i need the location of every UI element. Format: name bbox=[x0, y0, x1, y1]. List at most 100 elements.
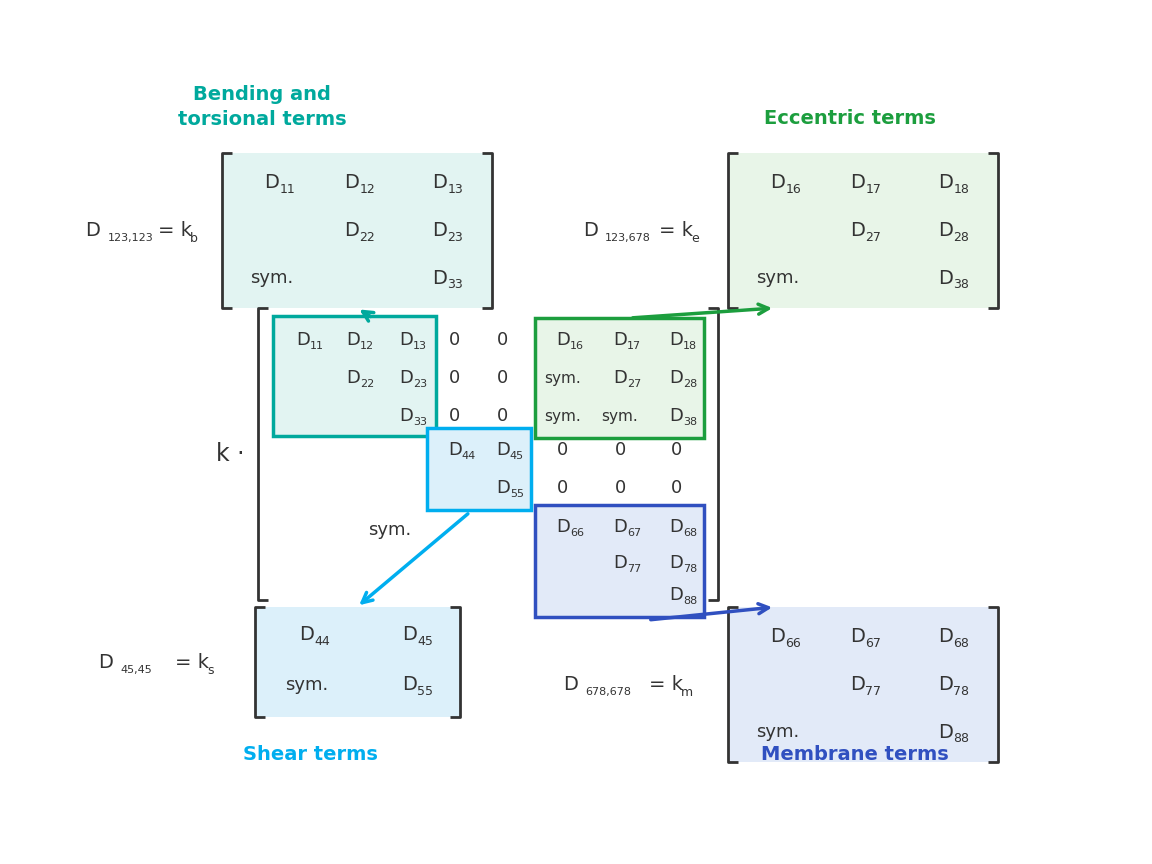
Text: 45,45: 45,45 bbox=[120, 665, 152, 675]
Text: 0: 0 bbox=[498, 331, 509, 349]
Text: D: D bbox=[346, 369, 359, 387]
Text: 16: 16 bbox=[570, 341, 584, 351]
Text: 77: 77 bbox=[865, 685, 881, 698]
Text: 78: 78 bbox=[953, 685, 969, 698]
Text: 88: 88 bbox=[953, 732, 969, 745]
Text: 88: 88 bbox=[683, 596, 697, 606]
Text: sym.: sym. bbox=[757, 269, 799, 287]
Text: D: D bbox=[613, 518, 627, 536]
Text: D: D bbox=[399, 331, 412, 349]
Text: 0: 0 bbox=[449, 369, 461, 387]
Text: 0: 0 bbox=[558, 479, 569, 497]
Text: 55: 55 bbox=[417, 685, 433, 698]
Text: D: D bbox=[296, 331, 310, 349]
Text: 0: 0 bbox=[614, 479, 626, 497]
Text: D: D bbox=[344, 221, 359, 240]
Text: D: D bbox=[939, 269, 954, 288]
Text: D: D bbox=[939, 722, 954, 741]
Text: 66: 66 bbox=[786, 637, 801, 650]
Text: sym.: sym. bbox=[757, 723, 799, 741]
Text: = k: = k bbox=[659, 220, 694, 239]
Text: sym.: sym. bbox=[601, 409, 638, 423]
Text: D: D bbox=[402, 626, 417, 645]
Text: e: e bbox=[691, 232, 699, 245]
Text: D: D bbox=[669, 518, 683, 536]
Text: 123,678: 123,678 bbox=[605, 233, 651, 243]
Text: 13: 13 bbox=[447, 183, 463, 196]
Text: sym.: sym. bbox=[545, 409, 582, 423]
Text: 123,123: 123,123 bbox=[108, 233, 153, 243]
Text: 11: 11 bbox=[279, 183, 295, 196]
Text: D: D bbox=[613, 369, 627, 387]
Text: Bending and
torsional terms: Bending and torsional terms bbox=[177, 85, 347, 129]
Text: D: D bbox=[669, 586, 683, 604]
Bar bbox=[255, 607, 460, 717]
Text: 22: 22 bbox=[359, 378, 374, 389]
Text: sym.: sym. bbox=[545, 371, 582, 385]
Text: 68: 68 bbox=[953, 637, 969, 650]
Text: D: D bbox=[399, 369, 412, 387]
Text: 0: 0 bbox=[670, 479, 682, 497]
Text: 12: 12 bbox=[359, 183, 376, 196]
Text: 78: 78 bbox=[683, 564, 697, 574]
Text: D: D bbox=[850, 676, 865, 695]
Text: D: D bbox=[346, 331, 359, 349]
Text: 66: 66 bbox=[570, 528, 584, 538]
Text: D: D bbox=[669, 369, 683, 387]
Text: k ·: k · bbox=[215, 442, 244, 466]
Text: 55: 55 bbox=[509, 489, 524, 499]
Text: = k: = k bbox=[158, 220, 192, 239]
Text: 67: 67 bbox=[627, 528, 641, 538]
Text: 16: 16 bbox=[786, 183, 801, 196]
Text: D: D bbox=[448, 441, 462, 459]
Bar bbox=[728, 153, 998, 308]
Bar bbox=[535, 505, 704, 617]
Text: = k: = k bbox=[649, 675, 683, 694]
Text: 18: 18 bbox=[683, 341, 697, 351]
Text: 23: 23 bbox=[447, 231, 463, 244]
Text: Shear terms: Shear terms bbox=[243, 746, 378, 765]
Bar bbox=[222, 153, 492, 308]
Text: D: D bbox=[613, 554, 627, 572]
Text: 77: 77 bbox=[627, 564, 641, 574]
Text: 17: 17 bbox=[865, 183, 881, 196]
Text: 0: 0 bbox=[614, 441, 626, 459]
Text: 45: 45 bbox=[417, 635, 433, 648]
Text: D: D bbox=[556, 331, 570, 349]
Text: D: D bbox=[432, 221, 447, 240]
Text: 0: 0 bbox=[558, 441, 569, 459]
Text: D: D bbox=[98, 652, 113, 671]
Text: 38: 38 bbox=[953, 278, 969, 291]
Text: D: D bbox=[300, 626, 314, 645]
Text: 22: 22 bbox=[359, 231, 376, 244]
Text: D: D bbox=[432, 269, 447, 288]
Text: D: D bbox=[850, 221, 865, 240]
Text: D: D bbox=[85, 220, 100, 239]
Text: D: D bbox=[669, 554, 683, 572]
Text: D: D bbox=[939, 676, 954, 695]
Text: D: D bbox=[850, 174, 865, 193]
Text: D: D bbox=[556, 518, 570, 536]
Text: 68: 68 bbox=[683, 528, 697, 538]
Text: sym.: sym. bbox=[369, 521, 411, 539]
Text: Eccentric terms: Eccentric terms bbox=[764, 109, 935, 128]
Text: D: D bbox=[939, 174, 954, 193]
Text: D: D bbox=[265, 174, 280, 193]
Text: 44: 44 bbox=[314, 635, 329, 648]
Text: 33: 33 bbox=[447, 278, 463, 291]
Text: D: D bbox=[344, 174, 359, 193]
Text: 678,678: 678,678 bbox=[585, 687, 631, 697]
Text: D: D bbox=[497, 479, 510, 497]
Text: sym.: sym. bbox=[286, 676, 328, 694]
Text: D: D bbox=[669, 407, 683, 425]
Text: D: D bbox=[939, 627, 954, 646]
Text: sym.: sym. bbox=[250, 269, 294, 287]
Text: 0: 0 bbox=[498, 407, 509, 425]
Text: D: D bbox=[402, 676, 417, 695]
Text: D: D bbox=[399, 407, 412, 425]
Text: D: D bbox=[432, 174, 447, 193]
Text: 17: 17 bbox=[627, 341, 641, 351]
Text: D: D bbox=[583, 220, 598, 239]
Text: 18: 18 bbox=[953, 183, 969, 196]
Text: 44: 44 bbox=[462, 451, 476, 461]
